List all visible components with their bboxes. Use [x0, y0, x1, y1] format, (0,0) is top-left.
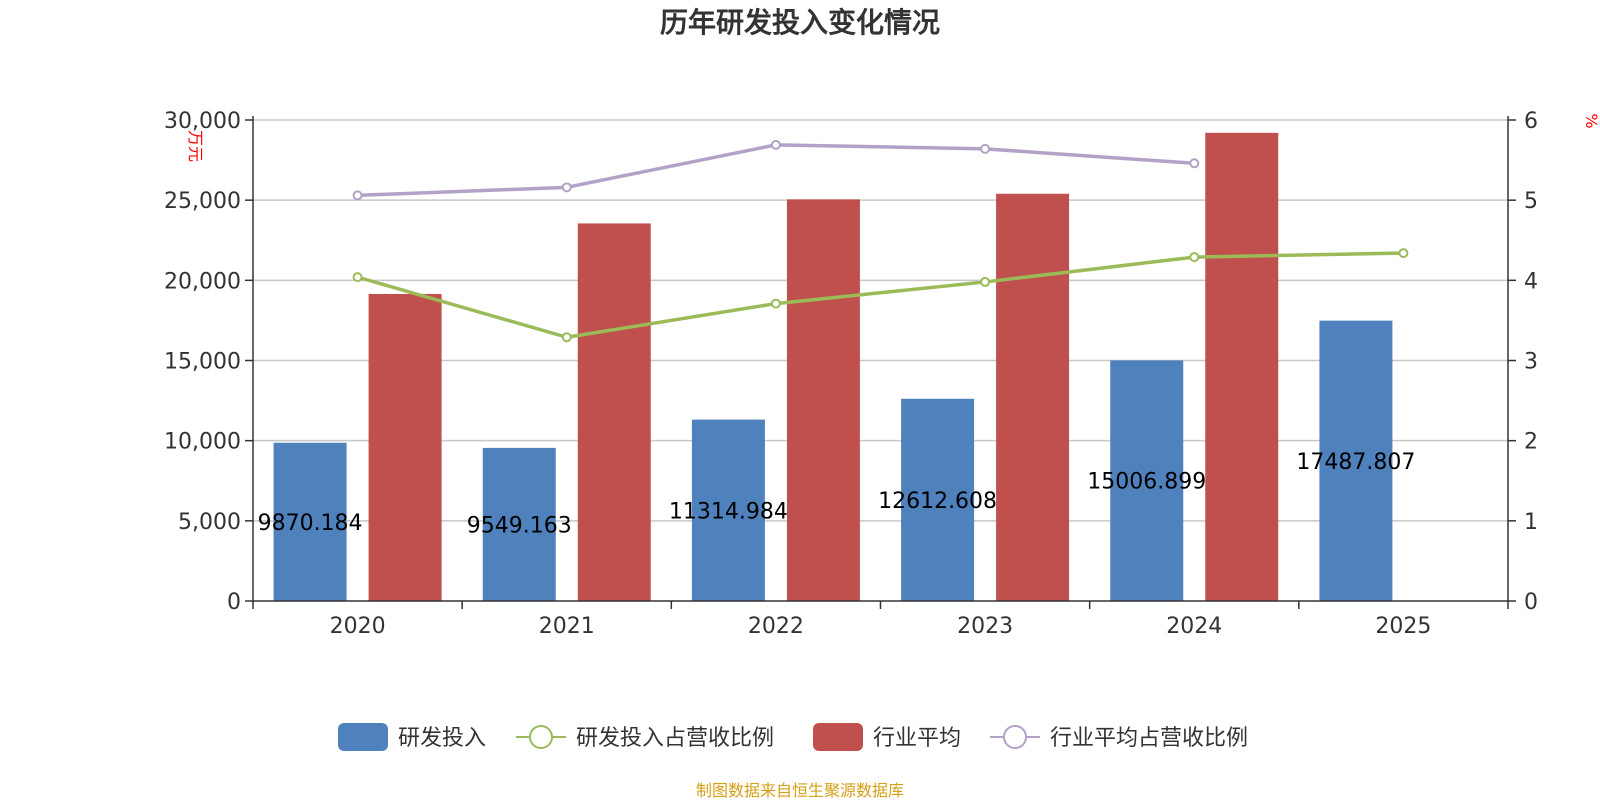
bar-value-label: 12612.608 — [878, 489, 997, 514]
line-point — [770, 298, 781, 309]
bar-value-label: 11314.984 — [669, 499, 788, 524]
bar-2024 — [1205, 132, 1279, 601]
axes-layer: 0 5,000 10,000 15,000 20,000 25,000 30,000 0 1 2 3… — [164, 109, 1600, 639]
line-point — [1398, 248, 1409, 259]
y-left-tick-label: 0 — [227, 590, 241, 615]
line-point — [561, 332, 572, 343]
legend-swatch-marker — [529, 725, 553, 749]
y-right-tick-label: 1 — [1524, 510, 1538, 535]
bar-2021 — [577, 223, 651, 602]
bar-2023 — [996, 193, 1070, 601]
y-right-tick-label: 5 — [1524, 189, 1538, 214]
y-right-unit: % — [1582, 113, 1600, 128]
line-point — [1189, 252, 1200, 263]
x-tick-label: 2024 — [1166, 614, 1222, 639]
x-tick-label: 2022 — [748, 614, 804, 639]
bar-2020 — [273, 442, 347, 601]
line-point — [1189, 158, 1200, 169]
y-right-tick-label: 0 — [1524, 590, 1538, 615]
line-point — [561, 182, 572, 193]
bar-2021 — [482, 447, 556, 601]
series-line — [357, 251, 1404, 340]
legend-swatch — [338, 723, 388, 751]
bar-2022 — [786, 199, 860, 602]
y-left-tick-label: 15,000 — [164, 350, 241, 375]
lines-layer — [352, 139, 1409, 343]
y-right-tick-label: 2 — [1524, 430, 1538, 455]
line-point — [980, 276, 991, 287]
y-left-tick-label: 25,000 — [164, 189, 241, 214]
y-left-tick-label: 30,000 — [164, 109, 241, 134]
legend-swatch — [813, 723, 863, 751]
bar-value-label: 15006.899 — [1087, 470, 1206, 495]
bar-value-label: 9549.163 — [467, 513, 572, 538]
legend-swatch-marker — [1003, 725, 1027, 749]
bars-layer — [273, 132, 1393, 602]
x-tick-label: 2023 — [957, 614, 1013, 639]
y-right-tick-label: 3 — [1524, 350, 1538, 375]
bar-value-label: 17487.807 — [1296, 450, 1415, 475]
legend-label: 行业平均 — [873, 726, 961, 751]
x-tick-label: 2025 — [1375, 614, 1431, 639]
source-label: 制图数据来自恒生聚源数据库 — [696, 781, 904, 800]
legend-label: 行业平均占营收比例 — [1050, 726, 1248, 751]
legend-label: 研发投入占营收比例 — [576, 726, 774, 751]
bar-value-label: 9870.184 — [258, 511, 363, 536]
bar-2024 — [1110, 360, 1184, 601]
x-tick-label: 2021 — [539, 614, 595, 639]
bar-2025 — [1319, 320, 1393, 601]
chart-title: 历年研发投入变化情况 — [660, 6, 940, 39]
y-right-tick-label: 6 — [1524, 109, 1538, 134]
line-point — [770, 139, 781, 150]
bar-2022 — [691, 419, 765, 601]
x-tick-label: 2020 — [330, 614, 386, 639]
line-point — [980, 143, 991, 154]
legend-label: 研发投入 — [398, 726, 486, 751]
y-right-tick-label: 4 — [1524, 269, 1538, 294]
bar-2023 — [901, 398, 975, 601]
series-line — [357, 143, 1195, 198]
y-left-tick-label: 20,000 — [164, 269, 241, 294]
grid-layer — [253, 119, 1508, 522]
y-left-unit: 万元 — [186, 130, 205, 162]
line-point — [352, 190, 363, 201]
y-left-tick-label: 10,000 — [164, 430, 241, 455]
y-left-tick-label: 5,000 — [178, 510, 241, 535]
legend: 研发投入 研发投入占营收比例 行业平均 行业平均占营收比例 — [338, 723, 1248, 751]
line-point — [352, 272, 363, 283]
labels-layer: 9870.184 9549.163 11314.984 12612.608 15006.… — [258, 450, 1416, 539]
bar-2020 — [368, 293, 442, 601]
